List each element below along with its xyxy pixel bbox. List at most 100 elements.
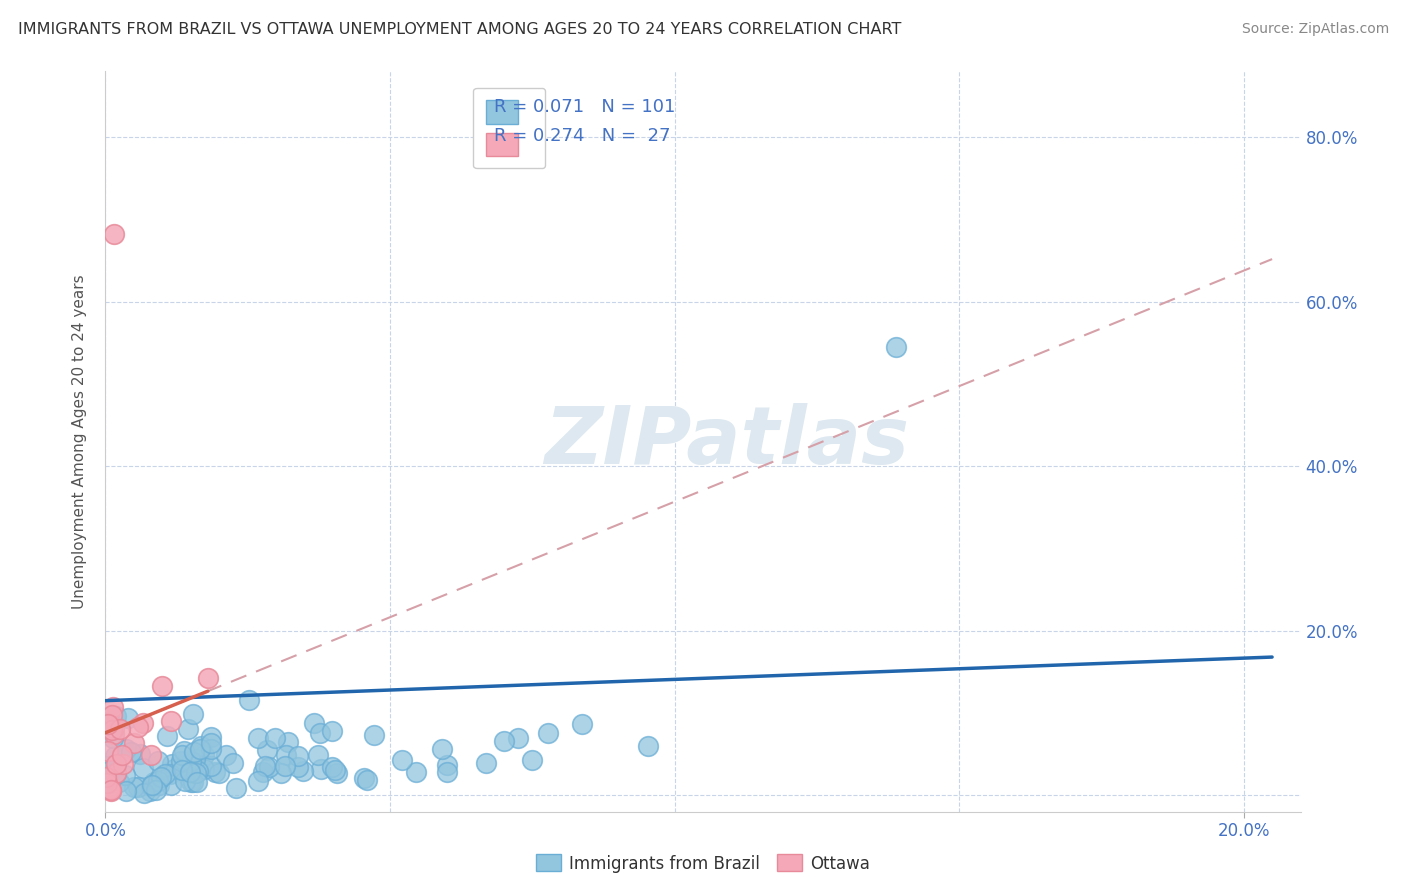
Point — [148, 778, 170, 792]
Point — [287, 748, 309, 763]
Point — [173, 774, 195, 789]
Text: R = 0.274   N =  27: R = 0.274 N = 27 — [494, 127, 671, 145]
Point — [225, 781, 247, 796]
Point — [98, 775, 121, 789]
Point — [308, 726, 330, 740]
Point — [323, 763, 346, 777]
Point — [97, 744, 120, 758]
Point — [274, 759, 297, 773]
Y-axis label: Unemployment Among Ages 20 to 24 years: Unemployment Among Ages 20 to 24 years — [72, 274, 87, 609]
Point — [200, 742, 222, 756]
Point — [146, 754, 169, 768]
Point — [105, 756, 128, 771]
Point — [187, 764, 209, 778]
Point — [302, 716, 325, 731]
Point — [257, 760, 280, 774]
Point — [96, 770, 118, 784]
Point — [160, 778, 183, 792]
Point — [200, 735, 222, 749]
Text: R = 0.071   N = 101: R = 0.071 N = 101 — [494, 98, 675, 116]
Point — [276, 747, 298, 762]
Point — [139, 784, 162, 798]
Point — [287, 760, 309, 774]
Point — [127, 780, 149, 794]
Legend: Immigrants from Brazil, Ottawa: Immigrants from Brazil, Ottawa — [529, 847, 877, 880]
Point — [246, 731, 269, 746]
Point — [537, 726, 560, 740]
Point — [200, 730, 222, 744]
Point — [115, 784, 138, 798]
Point — [256, 743, 278, 757]
Point — [492, 733, 515, 747]
Point — [508, 731, 530, 745]
Point — [520, 753, 543, 767]
Point — [141, 779, 163, 793]
Point — [307, 747, 329, 762]
Point — [132, 787, 155, 801]
Point — [98, 781, 121, 796]
Point — [436, 764, 458, 779]
Point — [141, 748, 163, 763]
Point — [238, 692, 260, 706]
Point — [353, 771, 375, 785]
Point — [111, 756, 134, 771]
Point — [181, 707, 204, 722]
Point — [155, 767, 177, 781]
Legend: , : , — [472, 87, 546, 169]
Point — [94, 759, 117, 773]
Point — [247, 773, 270, 788]
Point — [190, 739, 212, 754]
Point — [326, 765, 349, 780]
Point — [179, 765, 201, 780]
Point — [96, 711, 118, 725]
Point — [181, 774, 204, 789]
Point — [432, 742, 454, 756]
Point — [96, 776, 118, 790]
Point — [104, 765, 127, 780]
Point — [160, 714, 183, 728]
Point — [277, 734, 299, 748]
Point — [170, 747, 193, 762]
Point — [183, 745, 205, 759]
Point — [170, 763, 193, 777]
Point — [100, 782, 122, 797]
Point — [363, 728, 385, 742]
Point — [180, 754, 202, 768]
Point — [122, 780, 145, 795]
Point — [97, 717, 120, 731]
Point — [197, 671, 219, 685]
Point — [309, 762, 332, 776]
Point — [637, 739, 659, 753]
Point — [475, 756, 498, 770]
Point — [188, 741, 211, 756]
Point — [108, 723, 131, 737]
Point — [222, 756, 245, 770]
Point — [270, 766, 292, 780]
Point — [173, 744, 195, 758]
Point — [204, 764, 226, 779]
Point — [254, 759, 277, 773]
Point — [145, 782, 167, 797]
Point — [186, 766, 208, 780]
Point — [163, 763, 186, 777]
Point — [321, 760, 343, 774]
Point — [200, 759, 222, 773]
Point — [170, 754, 193, 768]
Point — [104, 749, 127, 764]
Point — [103, 227, 125, 242]
Point — [100, 784, 122, 798]
Point — [100, 763, 122, 777]
Text: Source: ZipAtlas.com: Source: ZipAtlas.com — [1241, 22, 1389, 37]
Point — [122, 736, 145, 750]
Point — [405, 764, 427, 779]
Point — [117, 711, 139, 725]
Point — [207, 765, 229, 780]
Point — [150, 679, 173, 693]
Point — [184, 752, 207, 766]
Text: ZIPatlas: ZIPatlas — [544, 402, 910, 481]
Point — [156, 729, 179, 743]
Point — [127, 720, 149, 734]
Point — [264, 731, 287, 746]
Point — [193, 747, 215, 762]
Point — [186, 775, 208, 789]
